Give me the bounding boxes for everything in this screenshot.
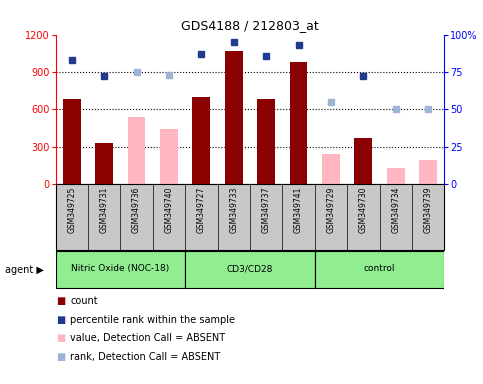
- Bar: [355, 138, 372, 184]
- Text: ■: ■: [56, 296, 65, 306]
- Text: GSM349733: GSM349733: [229, 186, 238, 233]
- Bar: [290, 62, 308, 184]
- Text: Nitric Oxide (NOC-18): Nitric Oxide (NOC-18): [71, 265, 170, 273]
- Text: GSM349727: GSM349727: [197, 186, 206, 233]
- Bar: [257, 99, 275, 184]
- Bar: [56, 251, 185, 288]
- Text: agent ▶: agent ▶: [5, 265, 43, 275]
- Text: GSM349741: GSM349741: [294, 186, 303, 233]
- Text: ■: ■: [56, 352, 65, 362]
- Text: count: count: [70, 296, 98, 306]
- Text: percentile rank within the sample: percentile rank within the sample: [70, 315, 235, 325]
- Bar: [160, 129, 178, 184]
- Bar: [192, 97, 210, 184]
- Bar: [128, 117, 145, 184]
- Bar: [185, 251, 315, 288]
- Text: GSM349736: GSM349736: [132, 186, 141, 233]
- Text: ■: ■: [56, 315, 65, 325]
- Text: GSM349725: GSM349725: [67, 186, 76, 233]
- Bar: [387, 168, 405, 184]
- Text: rank, Detection Call = ABSENT: rank, Detection Call = ABSENT: [70, 352, 220, 362]
- Text: GSM349734: GSM349734: [391, 186, 400, 233]
- Text: GSM349729: GSM349729: [327, 186, 336, 233]
- Bar: [95, 143, 113, 184]
- Bar: [419, 160, 437, 184]
- Text: ■: ■: [56, 333, 65, 343]
- Bar: [225, 51, 242, 184]
- Text: GSM349739: GSM349739: [424, 186, 433, 233]
- Text: GSM349731: GSM349731: [99, 186, 109, 233]
- Text: CD3/CD28: CD3/CD28: [227, 265, 273, 273]
- Text: value, Detection Call = ABSENT: value, Detection Call = ABSENT: [70, 333, 225, 343]
- Bar: [315, 251, 444, 288]
- Bar: [63, 99, 81, 184]
- Bar: [322, 154, 340, 184]
- Text: GSM349730: GSM349730: [359, 186, 368, 233]
- Text: GSM349737: GSM349737: [262, 186, 270, 233]
- Title: GDS4188 / 212803_at: GDS4188 / 212803_at: [181, 19, 319, 32]
- Text: control: control: [364, 265, 395, 273]
- Text: GSM349740: GSM349740: [164, 186, 173, 233]
